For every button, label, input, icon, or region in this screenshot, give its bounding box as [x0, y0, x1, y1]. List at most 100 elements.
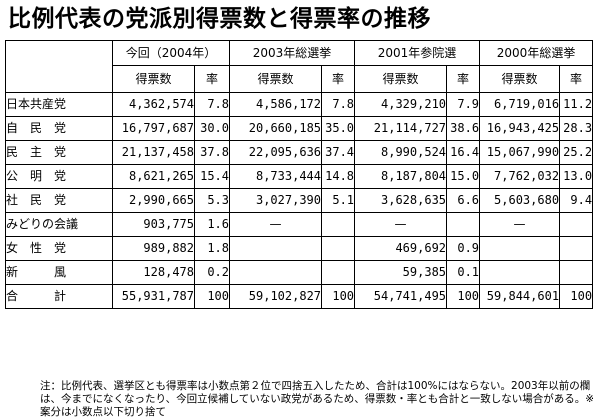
header-row-groups: 今回（2004年） 2003年総選挙 2001年参院選 2000年総選挙 — [5, 40, 594, 93]
table-row: 女 性 党 989,882 1.8 469,692 0.9 — [5, 236, 594, 261]
vote-count: 21,114,727 — [354, 116, 448, 141]
vote-count: 16,797,687 — [112, 116, 195, 141]
vote-rate — [559, 260, 594, 285]
vote-count: 15,067,990 — [479, 140, 561, 165]
party-name: 女 性 党 — [5, 236, 113, 261]
table-row: 日本共産党 4,362,574 7.8 4,586,172 7.8 4,329,… — [5, 92, 594, 117]
vote-rate: 5.1 — [321, 188, 356, 213]
vote-rate-total: 100 — [321, 284, 356, 309]
sub-header-votes: 得票数 — [112, 65, 195, 93]
vote-count-total: 55,931,787 — [112, 284, 195, 309]
vote-rate-total: 100 — [193, 284, 231, 309]
vote-rate: 9.4 — [559, 188, 594, 213]
vote-count-total: 54,741,495 — [354, 284, 448, 309]
sub-header-rate: 率 — [559, 65, 594, 93]
column-group-header: 2003年総選挙 — [229, 40, 356, 66]
vote-count: 4,329,210 — [354, 92, 448, 117]
vote-rate — [559, 236, 594, 261]
table-row: 公 明 党 8,621,265 15.4 8,733,444 14.8 8,18… — [5, 164, 594, 189]
vote-count: 21,137,458 — [112, 140, 195, 165]
vote-count: 4,586,172 — [229, 92, 323, 117]
column-group-header: 今回（2004年） — [111, 40, 231, 66]
vote-rate: 6.6 — [446, 188, 481, 213]
vote-rate: 7.9 — [446, 92, 481, 117]
vote-rate: 25.2 — [559, 140, 594, 165]
vote-count: 22,095,636 — [229, 140, 323, 165]
sub-header-rate: 率 — [193, 65, 231, 93]
no-data-dash: — — [354, 212, 448, 237]
vote-count — [229, 260, 323, 285]
vote-rate: 1.6 — [193, 212, 231, 237]
vote-count: 989,882 — [112, 236, 195, 261]
vote-rate — [559, 212, 594, 237]
column-group-header: 2001年参院選 — [354, 40, 481, 66]
vote-rate: 15.4 — [193, 164, 231, 189]
vote-rate: 14.8 — [321, 164, 356, 189]
vote-rate: 5.3 — [193, 188, 231, 213]
table-row: 民 主 党 21,137,458 37.8 22,095,636 37.4 8,… — [5, 140, 594, 165]
vote-count: 59,385 — [354, 260, 448, 285]
vote-rate: 28.3 — [559, 116, 594, 141]
vote-rate: 11.2 — [559, 92, 594, 117]
party-name: 日本共産党 — [5, 92, 113, 117]
vote-rate-total: 100 — [446, 284, 481, 309]
vote-count — [479, 260, 561, 285]
vote-count: 5,603,680 — [479, 188, 561, 213]
vote-rate: 0.9 — [446, 236, 481, 261]
party-name: 新 風 — [5, 260, 113, 285]
vote-rate: 38.6 — [446, 116, 481, 141]
vote-count: 2,990,665 — [112, 188, 195, 213]
sub-header-votes: 得票数 — [229, 65, 323, 93]
sub-header-rate: 率 — [446, 65, 481, 93]
vote-count: 8,990,524 — [354, 140, 448, 165]
party-name: 民 主 党 — [5, 140, 113, 165]
footnote: 注：比例代表、選挙区とも得票率は小数点第２位で四捨五入したため、合計は100%に… — [40, 380, 598, 419]
sub-header-rate: 率 — [321, 65, 356, 93]
page-title: 比例代表の党派別得票数と得票率の推移 — [8, 6, 431, 32]
vote-rate: 7.8 — [193, 92, 231, 117]
vote-count: 128,478 — [112, 260, 195, 285]
vote-rate-total: 100 — [559, 284, 594, 309]
vote-count: 4,362,574 — [112, 92, 195, 117]
vote-rate: 16.4 — [446, 140, 481, 165]
party-name: みどりの会議 — [5, 212, 113, 237]
vote-rate: 0.1 — [446, 260, 481, 285]
vote-count: 16,943,425 — [479, 116, 561, 141]
vote-count: 469,692 — [354, 236, 448, 261]
vote-count: 3,628,635 — [354, 188, 448, 213]
vote-table: 今回（2004年） 2003年総選挙 2001年参院選 2000年総選挙 得票数… — [5, 40, 594, 309]
no-data-dash: — — [229, 212, 323, 237]
vote-rate — [321, 260, 356, 285]
vote-rate: 30.0 — [193, 116, 231, 141]
no-data-dash: — — [479, 212, 561, 237]
vote-count: 903,775 — [112, 212, 195, 237]
header-party-column — [5, 40, 113, 93]
footnote-line: 注：比例代表、選挙区とも得票率は小数点第２位で四捨五入したため、合計は100%に… — [40, 380, 595, 418]
vote-rate: 7.8 — [321, 92, 356, 117]
vote-rate: 37.4 — [321, 140, 356, 165]
vote-rate: 35.0 — [321, 116, 356, 141]
party-name: 公 明 党 — [5, 164, 113, 189]
vote-rate — [446, 212, 481, 237]
table-row: 社 民 党 2,990,665 5.3 3,027,390 5.1 3,628,… — [5, 188, 594, 213]
vote-rate: 0.2 — [193, 260, 231, 285]
column-group-header: 2000年総選挙 — [479, 40, 594, 66]
vote-count: 20,660,185 — [229, 116, 323, 141]
sub-header-votes: 得票数 — [354, 65, 448, 93]
vote-count: 6,719,016 — [479, 92, 561, 117]
vote-rate: 13.0 — [559, 164, 594, 189]
vote-count: 3,027,390 — [229, 188, 323, 213]
vote-count: 7,762,032 — [479, 164, 561, 189]
total-label: 合 計 — [5, 284, 113, 309]
header-row-sub: 得票数 率 得票数 率 得票数 率 得票数 率 — [6, 65, 594, 93]
vote-count: 8,621,265 — [112, 164, 195, 189]
vote-count-total: 59,102,827 — [229, 284, 323, 309]
table-row: 新 風 128,478 0.2 59,385 0.1 — [5, 260, 594, 285]
vote-count-total: 59,844,601 — [479, 284, 561, 309]
vote-rate: 1.8 — [193, 236, 231, 261]
vote-rate — [321, 212, 356, 237]
table-row-total: 合 計 55,931,787 100 59,102,827 100 54,741… — [5, 284, 594, 309]
table-row: 自 民 党 16,797,687 30.0 20,660,185 35.0 21… — [5, 116, 594, 141]
vote-count — [229, 236, 323, 261]
vote-count: 8,733,444 — [229, 164, 323, 189]
